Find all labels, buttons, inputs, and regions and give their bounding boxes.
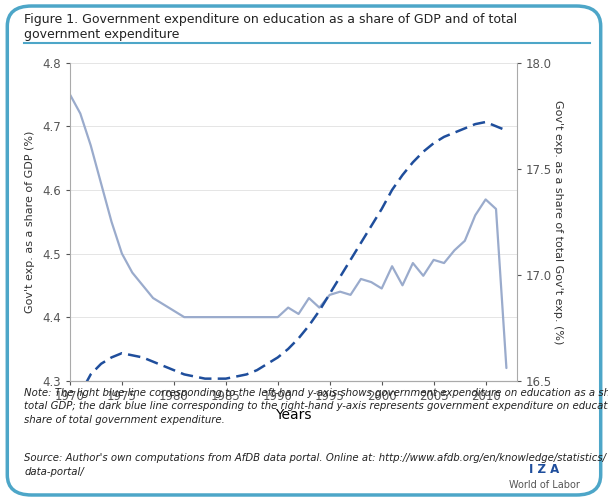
Y-axis label: Gov't exp. as a share of GDP (%): Gov't exp. as a share of GDP (%): [25, 130, 35, 313]
Text: government expenditure: government expenditure: [24, 28, 180, 41]
Text: I Z A: I Z A: [529, 463, 559, 476]
X-axis label: Years: Years: [275, 408, 312, 422]
Text: Source: Author's own computations from AfDB data portal. Online at: http://www.a: Source: Author's own computations from A…: [24, 453, 606, 476]
Text: Note: The light blue line corresponding to the left-hand y-axis shows government: Note: The light blue line corresponding …: [24, 388, 608, 425]
Text: Figure 1. Government expenditure on education as a share of GDP and of total: Figure 1. Government expenditure on educ…: [24, 13, 517, 26]
Y-axis label: Gov't exp. as a share of total Gov't exp. (%): Gov't exp. as a share of total Gov't exp…: [553, 100, 563, 344]
Text: World of Labor: World of Labor: [509, 480, 579, 490]
FancyBboxPatch shape: [7, 6, 601, 495]
